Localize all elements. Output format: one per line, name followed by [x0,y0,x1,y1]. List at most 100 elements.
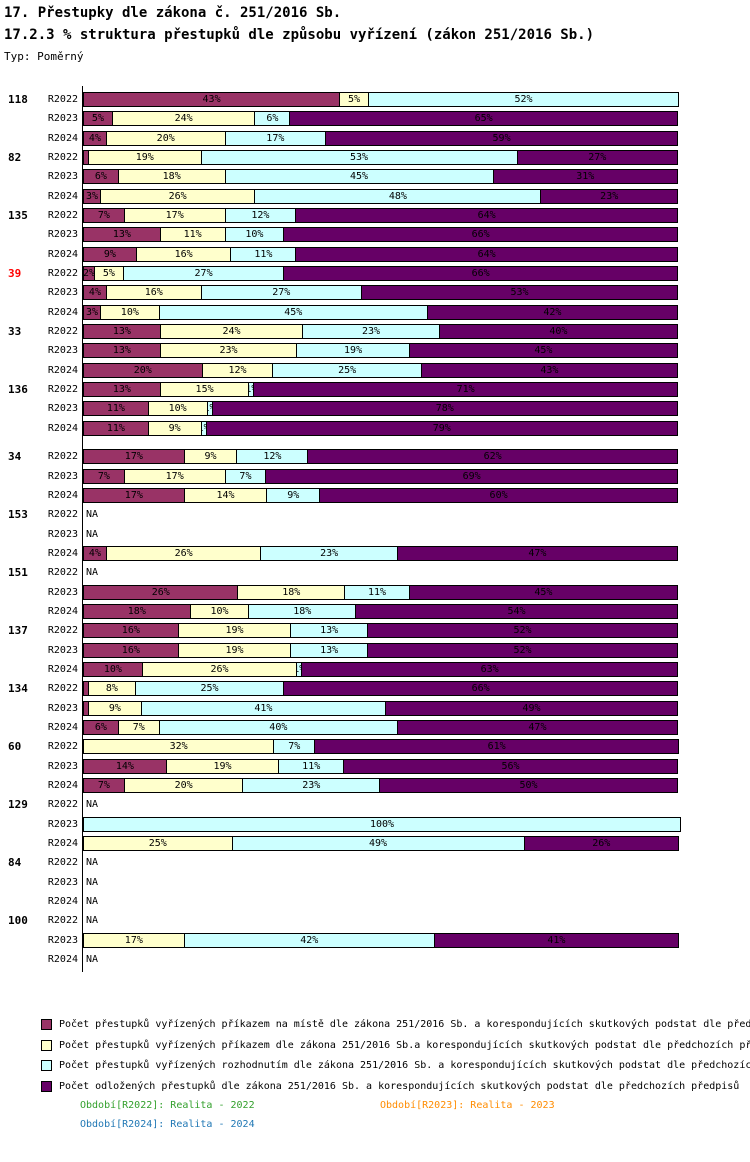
bar-segment-s4: 66% [283,227,678,242]
legend-label: Počet odložených přestupků dle zákona 25… [59,1081,740,1092]
bar-segment-s2: 12% [201,363,274,378]
segment-value-label: 59% [492,132,511,144]
bar-segment-s1: 16% [83,623,179,638]
bar-segment-s1: 17% [83,488,185,503]
bar-segment-s1: 3% [83,189,101,204]
segment-value-label: 25% [200,682,219,694]
group-label-136: 136 [8,383,28,396]
na-value: NA [86,896,99,907]
stacked-bar: 16% 19% 13% 52% [83,643,678,658]
bar-segment-s4: 60% [319,488,678,503]
row-period-label: R2023 [47,703,78,714]
bar-segment-s2: 8% [87,681,136,696]
segment-value-label: 47% [528,547,547,559]
bar-segment-s1: 13% [83,382,161,397]
bar-segment-s2: 9% [87,701,142,716]
stacked-bar: 17% 14% 9% 60% [83,488,678,503]
bar-segment-s2: 18% [237,585,346,600]
segment-value-label: 41% [254,702,273,714]
na-value: NA [86,509,99,520]
row-period-label: R2022 [47,152,78,163]
bar-segment-s4: 63% [301,662,678,677]
bar-segment-s4: 64% [295,208,678,223]
segment-value-label: 17% [266,132,285,144]
segment-value-label: 53% [350,151,369,163]
bar-segment-s1: 4% [83,131,107,146]
row-period-label: R2022 [47,451,78,462]
row-period-label: R2024 [47,722,78,733]
bar-segment-s3: 19% [296,343,410,358]
bar-segment-s3: 25% [272,363,422,378]
segment-value-label: 20% [156,132,175,144]
row-period-label: R2023 [47,113,78,124]
bar-segment-s2: 20% [105,131,226,146]
na-value: NA [86,857,99,868]
bar-segment-s4: 66% [283,266,678,281]
bar-segment-s4: 47% [396,720,678,735]
bar-segment-s2: 17% [123,469,226,484]
segment-value-label: 56% [501,760,520,772]
segment-value-label: 14% [115,760,134,772]
stacked-bar: 16% 19% 13% 52% [83,623,678,638]
segment-value-label: 24% [174,112,193,124]
segment-value-label: 10% [168,402,187,414]
group-label-84: 84 [8,856,22,869]
segment-value-label: 3% [85,190,98,202]
stacked-bar: 18% 10% 18% 54% [83,604,678,619]
segment-value-label: 19% [225,624,244,636]
legend-swatch [41,1081,52,1092]
group-label-100: 100 [8,914,28,927]
row-period-label: R2023 [47,403,78,414]
bar-segment-s2: 9% [147,421,202,436]
stacked-bar: 8% 25% 66% [83,681,678,696]
bar-segment-s2: 23% [159,343,298,358]
row-period-label: R2024 [47,133,78,144]
group-label-137: 137 [8,624,28,637]
bar-segment-s2: 24% [159,324,304,339]
bar-segment-s3: 7% [273,739,316,754]
segment-value-label: 12% [251,209,270,221]
segment-value-label: 11% [302,760,321,772]
segment-value-label: 11% [106,422,125,434]
bar-segment-s4: 50% [378,778,678,793]
segment-value-label: 66% [471,682,490,694]
bar-segment-s2: 32% [83,739,275,754]
bar-segment-s4: 26% [523,836,679,851]
legend-label: Počet přestupků vyřízených rozhodnutím d… [59,1060,750,1071]
bar-segment-s3: 10% [224,227,285,242]
segment-value-label: 3% [85,306,98,318]
bar-segment-s1: 16% [83,643,179,658]
bar-segment-s3: 12% [224,208,297,223]
bar-segment-s4: 78% [211,401,678,416]
row-period-label: R2024 [47,365,78,376]
bar-segment-s3: 11% [344,585,410,600]
segment-value-label: 47% [528,721,547,733]
bar-segment-s4: 69% [265,469,678,484]
group-label-33: 33 [8,325,22,338]
row-period-label: R2022 [47,625,78,636]
segment-value-label: 61% [487,740,506,752]
segment-value-label: 1% [249,384,253,395]
segment-value-label: 8% [105,682,118,694]
bar-segment-s2: 26% [99,189,256,204]
na-value: NA [86,954,99,965]
period-note-r2023: Období[R2023]: Realita - 2023 [380,1100,555,1111]
segment-value-label: 2% [83,267,95,279]
segment-value-label: 50% [519,779,538,791]
stacked-bar: 7% 17% 7% 69% [83,469,678,484]
bar-segment-s3: 7% [224,469,267,484]
segment-value-label: 19% [344,344,363,356]
bar-segment-s3: 25% [134,681,285,696]
stacked-bar: 9% 16% 11% 64% [83,247,678,262]
bar-segment-s3: 40% [158,720,398,735]
na-value: NA [86,877,99,888]
segment-value-label: 42% [543,306,562,318]
bar-segment-s3: 13% [290,623,369,638]
segment-value-label: 64% [477,209,496,221]
stacked-bar: 3% 26% 48% 23% [83,189,678,204]
segment-value-label: 9% [204,450,217,462]
bar-segment-s4: 45% [408,585,678,600]
stacked-bar: 26% 18% 11% 45% [83,585,678,600]
group-label-151: 151 [8,566,28,579]
segment-value-label: 10% [103,663,122,675]
